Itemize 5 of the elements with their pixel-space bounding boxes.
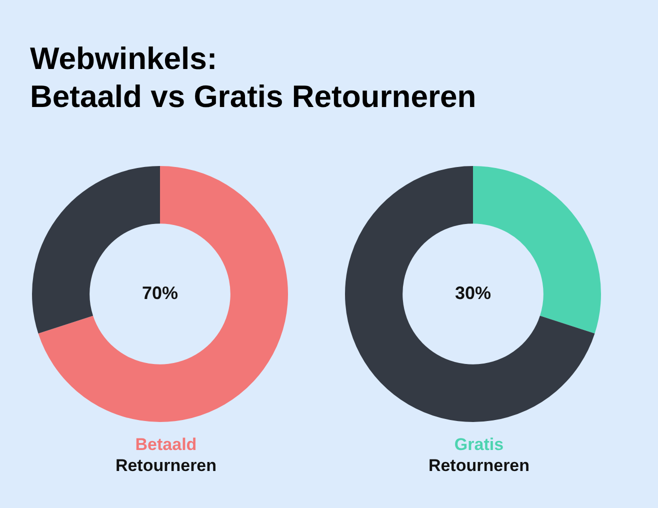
text: Gratis Retourneren xyxy=(427,434,531,476)
data-label: 70% xyxy=(142,282,178,303)
chart-title: Webwinkels: Betaald vs Gratis Retourneren xyxy=(30,40,476,116)
data-label: 30% xyxy=(454,282,492,303)
text: Betaald Retourneren xyxy=(114,434,218,476)
